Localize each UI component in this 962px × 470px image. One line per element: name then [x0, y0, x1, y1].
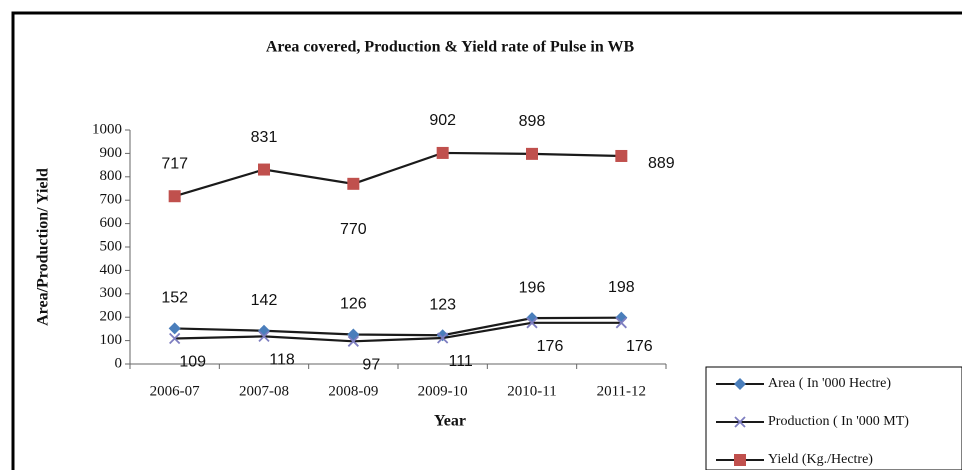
marker — [168, 322, 181, 335]
series-line — [174, 321, 622, 343]
marker — [526, 312, 538, 325]
x-tick-label: 2008-09 — [328, 383, 378, 399]
data-label: 717 — [161, 155, 188, 172]
x-tick-label: 2010-11 — [507, 383, 556, 399]
y-tick-label: 200 — [100, 309, 123, 325]
series-line — [174, 316, 622, 337]
data-label: 109 — [179, 354, 206, 371]
marker — [615, 317, 627, 329]
y-tick-label: 1000 — [92, 121, 122, 137]
legend-label: Area ( In '000 Hectre) — [768, 376, 891, 391]
marker — [734, 416, 746, 428]
data-label: 770 — [340, 221, 367, 238]
data-label: 889 — [648, 155, 675, 172]
marker — [734, 454, 746, 466]
data-label: 198 — [608, 279, 635, 296]
y-tick-label: 700 — [100, 192, 123, 208]
x-tick-label: 2006-07 — [150, 383, 200, 399]
data-label: 902 — [429, 112, 456, 129]
data-label: 176 — [626, 338, 653, 355]
marker — [169, 332, 181, 345]
y-tick-label: 600 — [100, 215, 123, 231]
y-axis-label: Area/Production/ Yield — [35, 168, 52, 326]
data-label: 126 — [340, 296, 367, 313]
y-tick-label: 500 — [100, 238, 123, 254]
data-label: 831 — [251, 129, 278, 146]
data-label: 196 — [519, 279, 546, 296]
data-label: 111 — [449, 353, 473, 370]
y-tick-label: 300 — [100, 285, 123, 301]
legend-label: Production ( In '000 MT) — [768, 414, 909, 429]
legend-label: Yield (Kg./Hectre) — [768, 452, 873, 467]
y-tick-label: 900 — [100, 145, 123, 161]
marker — [258, 330, 270, 343]
marker — [168, 190, 181, 203]
data-label: 97 — [362, 357, 380, 374]
data-label: 152 — [161, 290, 188, 307]
x-tick-label: 2007-08 — [239, 383, 289, 399]
data-label: 142 — [251, 292, 278, 309]
marker — [347, 335, 359, 347]
frame — [11, 11, 962, 470]
y-tick-label: 800 — [100, 168, 123, 184]
data-label: 176 — [537, 338, 564, 355]
marker — [258, 163, 270, 176]
marker — [526, 147, 538, 160]
x-axis-label: Year — [434, 413, 466, 430]
y-tick-label: 100 — [100, 332, 123, 348]
chart-title: Area covered, Production & Yield rate of… — [266, 39, 635, 56]
marker — [526, 317, 538, 329]
x-tick-label: 2011-12 — [597, 383, 646, 399]
data-label: 898 — [519, 113, 546, 130]
data-label: 123 — [429, 296, 456, 313]
marker — [436, 146, 449, 159]
y-tick-label: 0 — [115, 355, 123, 371]
marker — [437, 332, 449, 344]
x-tick-label: 2009-10 — [418, 383, 468, 399]
y-tick-label: 400 — [100, 262, 123, 278]
series-line — [174, 151, 622, 198]
data-label: 118 — [269, 352, 295, 369]
marker — [734, 378, 746, 390]
marker — [615, 149, 628, 162]
marker — [347, 177, 360, 190]
